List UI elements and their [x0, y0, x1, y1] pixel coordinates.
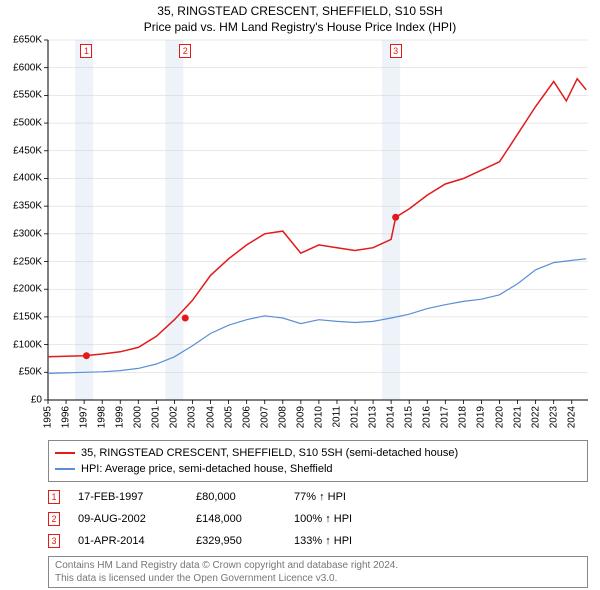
sale-row: 3 01-APR-2014 £329,950 133% ↑ HPI [48, 530, 588, 552]
y-tick-label: £350K [13, 201, 42, 212]
sale-marker-box: 1 [80, 44, 92, 58]
sale-price: £80,000 [196, 486, 276, 508]
x-tick-label: 2015 [404, 406, 415, 428]
x-tick-label: 1995 [43, 406, 54, 428]
x-tick-label: 2001 [151, 406, 162, 428]
x-tick-label: 2019 [476, 406, 487, 428]
chart-legend: 35, RINGSTEAD CRESCENT, SHEFFIELD, S10 5… [48, 440, 588, 482]
x-tick-label: 2013 [368, 406, 379, 428]
legend-row: HPI: Average price, semi-detached house,… [55, 461, 581, 477]
sale-date: 09-AUG-2002 [78, 508, 178, 530]
x-tick-label: 2022 [530, 406, 541, 428]
x-tick-label: 2021 [512, 406, 523, 428]
x-tick-label: 2006 [241, 406, 252, 428]
x-tick-label: 1997 [79, 406, 90, 428]
sale-marker: 3 [48, 534, 60, 548]
sale-price: £329,950 [196, 530, 276, 552]
x-tick-label: 2005 [223, 406, 234, 428]
x-tick-label: 1996 [61, 406, 72, 428]
x-tick-label: 2003 [187, 406, 198, 428]
x-tick-label: 2023 [548, 406, 559, 428]
sale-marker: 1 [48, 490, 60, 504]
y-tick-label: £50K [19, 367, 42, 378]
y-tick-label: £100K [13, 339, 42, 350]
y-tick-label: £250K [13, 256, 42, 267]
x-tick-label: 2000 [133, 406, 144, 428]
y-axis-labels: £0£50K£100K£150K£200K£250K£300K£350K£400… [0, 40, 46, 400]
sale-date: 01-APR-2014 [78, 530, 178, 552]
sale-marker-box: 3 [390, 44, 402, 58]
x-tick-label: 2002 [169, 406, 180, 428]
x-tick-label: 2008 [277, 406, 288, 428]
x-axis-labels: 1995199619971998199920002001200220032004… [48, 400, 588, 438]
y-tick-label: £300K [13, 228, 42, 239]
attribution-line: Contains HM Land Registry data © Crown c… [55, 559, 581, 572]
x-tick-label: 2009 [295, 406, 306, 428]
legend-swatch [55, 468, 75, 470]
sales-table: 1 17-FEB-1997 £80,000 77% ↑ HPI 2 09-AUG… [48, 486, 588, 552]
sale-marker-box: 2 [179, 44, 191, 58]
y-tick-label: £550K [13, 90, 42, 101]
attribution-footer: Contains HM Land Registry data © Crown c… [48, 556, 588, 588]
legend-label: 35, RINGSTEAD CRESCENT, SHEFFIELD, S10 5… [81, 445, 458, 461]
legend-swatch [55, 452, 75, 454]
x-tick-label: 2012 [350, 406, 361, 428]
y-tick-label: £650K [13, 35, 42, 46]
attribution-line: This data is licensed under the Open Gov… [55, 572, 581, 585]
legend-row: 35, RINGSTEAD CRESCENT, SHEFFIELD, S10 5… [55, 445, 581, 461]
legend-label: HPI: Average price, semi-detached house,… [81, 461, 333, 477]
sale-price: £148,000 [196, 508, 276, 530]
x-tick-label: 2007 [259, 406, 270, 428]
y-tick-label: £0 [31, 395, 42, 406]
y-tick-label: £200K [13, 284, 42, 295]
sale-pct: 133% ↑ HPI [294, 530, 404, 552]
y-tick-label: £600K [13, 62, 42, 73]
sale-row: 2 09-AUG-2002 £148,000 100% ↑ HPI [48, 508, 588, 530]
x-tick-label: 2011 [331, 406, 342, 428]
x-tick-label: 2018 [458, 406, 469, 428]
x-tick-label: 2004 [205, 406, 216, 428]
x-tick-label: 2014 [386, 406, 397, 428]
x-tick-label: 1998 [97, 406, 108, 428]
sale-pct: 77% ↑ HPI [294, 486, 404, 508]
y-tick-label: £400K [13, 173, 42, 184]
y-tick-label: £150K [13, 311, 42, 322]
x-tick-label: 2016 [422, 406, 433, 428]
sale-date: 17-FEB-1997 [78, 486, 178, 508]
chart-plot-area [48, 40, 588, 400]
sale-marker: 2 [48, 512, 60, 526]
chart-title: 35, RINGSTEAD CRESCENT, SHEFFIELD, S10 5… [0, 4, 600, 18]
chart-subtitle: Price paid vs. HM Land Registry's House … [0, 20, 600, 34]
sale-pct: 100% ↑ HPI [294, 508, 404, 530]
x-tick-label: 2020 [494, 406, 505, 428]
y-tick-label: £500K [13, 118, 42, 129]
x-tick-label: 2010 [313, 406, 324, 428]
y-tick-label: £450K [13, 145, 42, 156]
x-tick-label: 2024 [566, 406, 577, 428]
sale-row: 1 17-FEB-1997 £80,000 77% ↑ HPI [48, 486, 588, 508]
x-tick-label: 2017 [440, 406, 451, 428]
x-tick-label: 1999 [115, 406, 126, 428]
